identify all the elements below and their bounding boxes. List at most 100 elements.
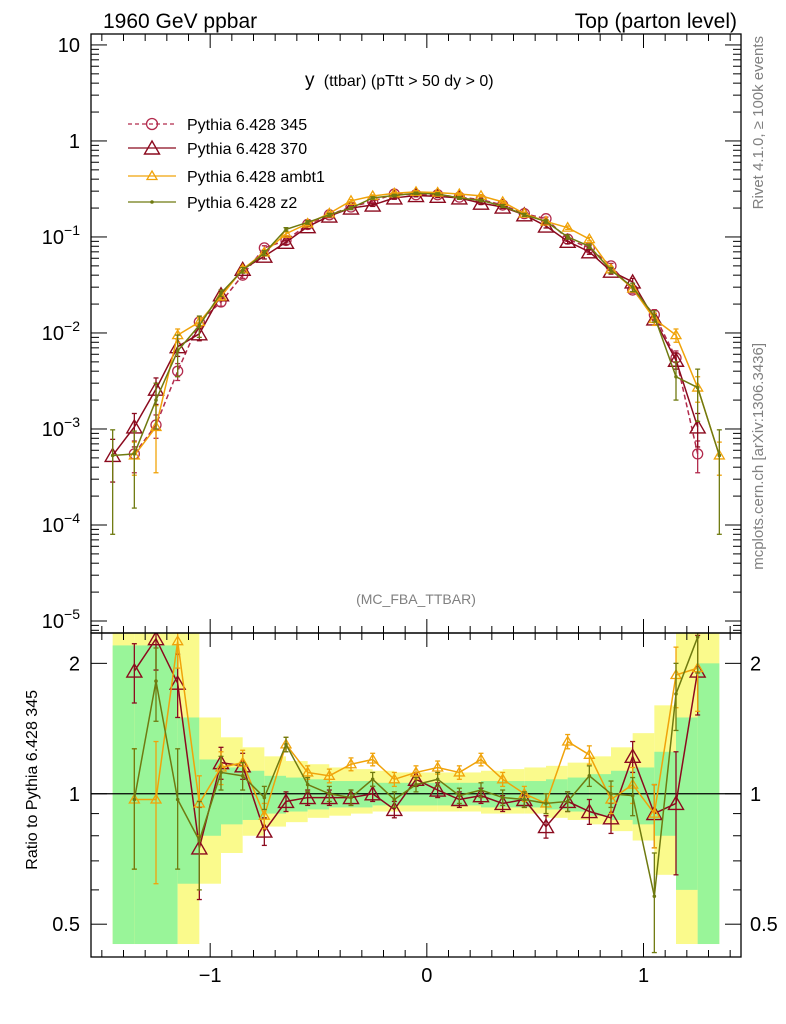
ratio-point-ambt1 (474, 753, 488, 764)
main-point-z2 (587, 244, 592, 249)
legend-marker-p345 (145, 117, 159, 131)
ratio-band-inner (112, 645, 135, 945)
ratio-band-inner (177, 717, 200, 884)
ratio-point-z2 (240, 774, 245, 778)
ratio-xtick-label: 1 (638, 965, 649, 987)
ratio-point-z2 (154, 679, 158, 683)
ratio-point-p370 (168, 674, 187, 690)
ratio-band-inner (697, 663, 720, 945)
main-point-z2 (305, 220, 310, 225)
main-point-z2 (175, 349, 180, 353)
main-point-p370 (342, 199, 360, 215)
ratio-point-p370 (667, 795, 685, 811)
main-point-z2 (435, 192, 440, 196)
main-ytick-exp: −5 (64, 606, 80, 622)
ratio-ytick-label-right: 2 (750, 653, 761, 675)
ratio-band-inner (589, 774, 611, 816)
ratio-point-p370 (450, 791, 469, 807)
main-ytick-exp: −2 (64, 318, 80, 334)
main-point-z2 (349, 206, 353, 210)
main-ytick-label: 10−3 (42, 414, 80, 441)
analysis-label: (MC_FBA_TTBAR) (356, 591, 476, 607)
ratio-point-z2 (479, 788, 483, 792)
main-ytick-base: 10 (42, 515, 64, 537)
main-point-z2 (414, 191, 418, 196)
main-point-z2 (219, 291, 223, 295)
main-point-z2 (609, 268, 613, 273)
ratio-point-p370 (298, 789, 317, 805)
ratio-band-inner (199, 759, 221, 836)
main-point-z2 (392, 193, 397, 198)
main-point-p370 (233, 260, 252, 277)
main-point-z2 (717, 453, 722, 458)
ratio-point-ambt1 (258, 809, 271, 820)
ratio-point-p370 (125, 662, 144, 678)
main-point-p370 (688, 418, 707, 434)
main-ytick-exp: −4 (64, 510, 80, 526)
main-point-ambt1 (149, 420, 163, 432)
legend-entry-p345: Pythia 6.428 345 (128, 117, 307, 134)
ratio-point-ambt1 (409, 766, 423, 777)
main-line-p370 (112, 194, 699, 456)
main-point-p370 (493, 198, 512, 214)
ratio-point-z2 (630, 793, 635, 798)
main-point-z2 (652, 314, 657, 318)
ratio-band-inner (676, 717, 698, 890)
main-point-z2 (132, 452, 137, 456)
ratio-plot-area (91, 633, 741, 954)
main-ytick-label: 10 (58, 35, 80, 57)
ratio-point-z2 (587, 774, 592, 778)
ratio-ylabel: Ratio to Pythia 6.428 345 (24, 690, 41, 870)
legend-entry-p370: Pythia 6.428 370 (128, 139, 307, 158)
main-point-z2 (500, 204, 505, 208)
legend-entry-ambt1: Pythia 6.428 ambt1 (128, 169, 325, 186)
legend-label-p345: Pythia 6.428 345 (187, 117, 307, 134)
ratio-point-ambt1 (388, 773, 401, 784)
main-point-z2 (110, 453, 115, 458)
main-ytick-label: 1 (69, 131, 80, 153)
main-point-ambt1 (344, 194, 358, 205)
ratio-point-z2 (435, 777, 440, 782)
main-point-ambt1 (431, 186, 444, 197)
ratio-point-z2 (349, 795, 353, 800)
ratio-band-inner (307, 779, 330, 810)
ratio-point-z2 (219, 770, 223, 775)
main-ytick-base: 10 (42, 419, 64, 441)
main-ytick-base: 10 (42, 227, 64, 249)
ratio-xtick-label: −1 (199, 965, 222, 987)
ratio-ytick-label-left: 2 (69, 653, 80, 675)
process-label: Top (parton level) (575, 10, 737, 33)
ratio-point-ambt1 (323, 769, 336, 780)
main-ytick-label: 10−1 (42, 222, 80, 249)
ratio-band-inner (156, 645, 178, 945)
main-ytick-label: 10−2 (42, 318, 80, 345)
ratio-point-p370 (623, 747, 642, 764)
ratio-point-z2 (370, 777, 375, 782)
main-point-p370 (190, 325, 209, 341)
main-point-ambt1 (561, 221, 574, 232)
main-point-p370 (277, 233, 295, 249)
main-ytick-label: 10−5 (42, 606, 80, 633)
legend-label-ambt1: Pythia 6.428 ambt1 (187, 169, 325, 186)
main-ytick-base: 10 (42, 611, 64, 633)
ratio-point-ambt1 (431, 761, 444, 772)
main-point-ambt1 (669, 328, 683, 340)
main-point-z2 (240, 268, 245, 273)
ratio-point-p370 (147, 633, 165, 646)
ratio-point-p370 (428, 781, 447, 797)
main-point-z2 (284, 227, 288, 232)
ratio-point-z2 (674, 692, 678, 696)
ratio-point-z2 (414, 782, 418, 787)
ratio-point-p370 (602, 809, 620, 825)
main-ytick-base: 10 (42, 323, 64, 345)
main-ytick-exp: −3 (64, 414, 80, 430)
main-point-z2 (522, 213, 527, 217)
ratio-band-inner (632, 767, 655, 825)
ratio-point-ambt1 (453, 766, 466, 777)
main-point-z2 (457, 196, 462, 200)
main-point-z2 (154, 398, 158, 402)
ratio-ytick-label-left: 1 (69, 784, 80, 806)
legend-marker-p370 (143, 139, 161, 155)
ratio-point-z2 (262, 795, 267, 800)
legend: Pythia 6.428 345 Pythia 6.428 370 Pythia… (128, 117, 325, 212)
